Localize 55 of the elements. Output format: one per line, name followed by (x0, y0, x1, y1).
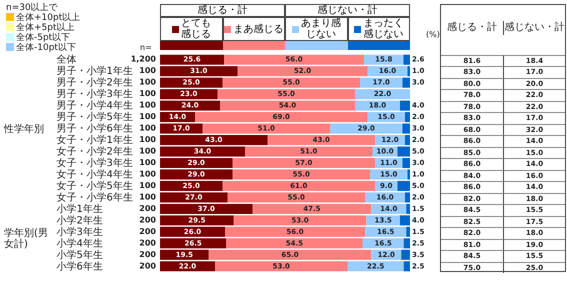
text: 100 (139, 100, 156, 110)
y-tick-label: 男子・小学6年生 (56, 122, 133, 135)
legend-label: あまり感じない (300, 18, 341, 40)
legend-label: まあ感じる (233, 24, 284, 34)
y-tick-label: 女子・小学5年生 (56, 180, 133, 192)
text: n=30以上で (6, 3, 58, 13)
text: 100 (139, 124, 156, 133)
y-tick-label: 小学4年生 (56, 237, 103, 250)
y-tick-label: 全体 (56, 54, 76, 66)
text: 100 (139, 180, 156, 190)
legend-label: とても感じる (180, 18, 211, 40)
text: 感じる・計 (160, 4, 285, 17)
text: 学年別(男女計) (4, 228, 49, 250)
y-tick-label: 女子・小学4年生 (56, 168, 133, 180)
text: 全体+10pt以上 (16, 13, 80, 23)
text: 100 (139, 146, 156, 156)
text: 200 (139, 226, 156, 236)
y-tick-label: 男子・小学2年生 (56, 76, 133, 89)
text: 100 (139, 135, 156, 144)
text: 全体+5pt以上 (16, 23, 75, 33)
text: 200 (139, 215, 156, 224)
y-tick-label: 男子・小学4年生 (56, 100, 133, 112)
text: 1,200 (130, 54, 156, 64)
text: 100 (139, 192, 156, 202)
text: 性学年別 (4, 124, 45, 136)
y-tick-label: 男子・小学3年生 (56, 88, 133, 100)
y-tick-label: 小学3年生 (56, 226, 103, 238)
text: 100 (139, 78, 156, 87)
text: 感じない・計 (285, 4, 410, 17)
text: 100 (139, 169, 156, 178)
text: 100 (139, 66, 156, 76)
y-tick-label: 女子・小学2年生 (56, 146, 133, 158)
text: 200 (139, 261, 156, 270)
legend-label: まったく感じない (363, 18, 404, 40)
text: 100 (139, 89, 156, 98)
text: 感じない・計 (503, 21, 565, 35)
text: 全体-10pt以下 (16, 43, 76, 53)
text: 感じる・計 (446, 21, 498, 35)
text: 全体-5pt以下 (16, 33, 70, 43)
text: n= (140, 43, 152, 53)
text: 200 (139, 238, 156, 248)
text: 100 (139, 112, 156, 122)
y-tick-label: 女子・小学6年生 (56, 191, 133, 204)
text: 100 (139, 158, 156, 167)
y-tick-label: 小学5年生 (56, 248, 103, 261)
y-tick-label: 男子・小学5年生 (56, 111, 133, 124)
y-tick-label: 小学1年生 (56, 202, 103, 215)
y-tick-label: 女子・小学1年生 (56, 134, 133, 146)
y-tick-label: 小学2年生 (56, 214, 103, 226)
y-tick-label: 女子・小学3年生 (56, 157, 133, 169)
y-tick-label: 男子・小学1年生 (56, 65, 133, 78)
text: (%) (426, 30, 440, 40)
text: 200 (139, 250, 156, 259)
text: 200 (139, 204, 156, 213)
y-tick-label: 小学6年生 (56, 260, 103, 272)
